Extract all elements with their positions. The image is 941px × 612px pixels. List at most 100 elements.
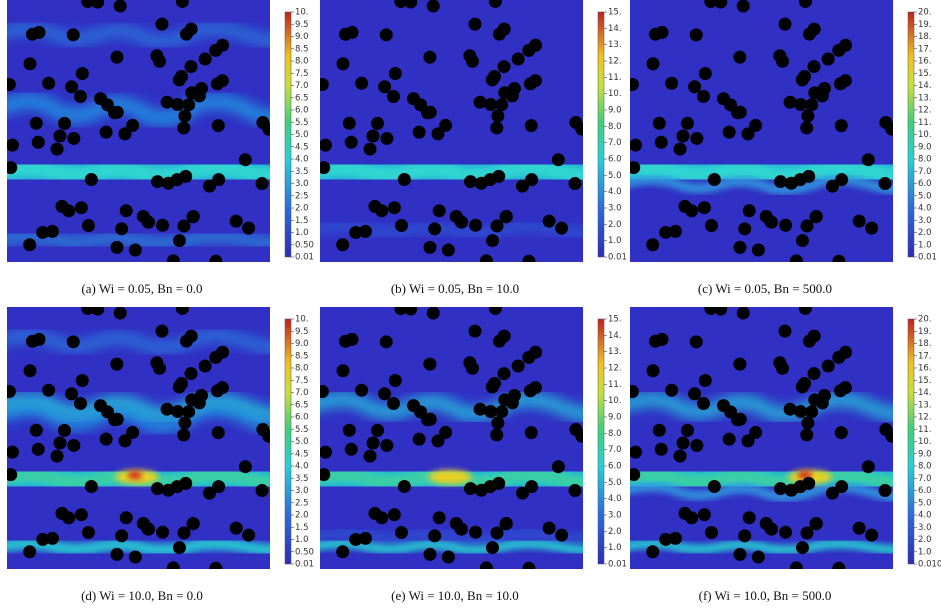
obstacle bbox=[865, 528, 879, 542]
colorbar-label: 4.0 bbox=[608, 187, 622, 197]
obstacle bbox=[65, 387, 79, 401]
obstacle bbox=[630, 468, 641, 482]
obstacle bbox=[495, 98, 509, 112]
flow-field bbox=[320, 0, 583, 262]
colorbar-label: 7.0 bbox=[608, 138, 622, 148]
obstacle bbox=[431, 434, 445, 448]
obstacle bbox=[156, 218, 170, 232]
colorbar-label: 6.5 bbox=[295, 93, 309, 103]
colorbar-label: 0.50 bbox=[295, 547, 314, 557]
obstacle bbox=[751, 243, 765, 257]
colorbar-label: 3.0 bbox=[918, 523, 932, 533]
obstacle bbox=[685, 204, 699, 218]
flow-band bbox=[7, 329, 270, 354]
obstacle bbox=[91, 0, 105, 9]
obstacle bbox=[773, 482, 787, 496]
obstacle bbox=[805, 405, 819, 419]
obstacle bbox=[363, 142, 377, 156]
obstacle bbox=[320, 161, 331, 175]
colorbar-label: 4.5 bbox=[295, 142, 309, 152]
obstacle bbox=[212, 480, 226, 494]
obstacle bbox=[865, 221, 879, 235]
colorbar-label: 9.5 bbox=[295, 327, 309, 337]
obstacle bbox=[349, 225, 363, 239]
obstacle bbox=[555, 528, 569, 542]
flow-band bbox=[7, 400, 270, 434]
obstacle bbox=[110, 50, 124, 64]
obstacle bbox=[66, 28, 80, 42]
obstacle bbox=[808, 393, 822, 407]
obstacle bbox=[741, 434, 755, 448]
colorbar-label: 3.0 bbox=[608, 511, 622, 521]
obstacle bbox=[485, 234, 499, 248]
obstacle bbox=[73, 89, 87, 103]
colorbar-label: 6.0 bbox=[295, 413, 309, 423]
colorbar-label: 9.0 bbox=[295, 339, 309, 349]
obstacle bbox=[542, 214, 556, 228]
obstacle bbox=[115, 529, 129, 543]
obstacle bbox=[525, 173, 539, 187]
obstacle bbox=[463, 482, 477, 496]
colorbar-label: 0.010 bbox=[918, 560, 941, 570]
obstacle bbox=[238, 460, 252, 474]
obstacle bbox=[84, 479, 98, 493]
obstacle bbox=[751, 550, 765, 564]
obstacle bbox=[773, 356, 787, 370]
obstacle bbox=[428, 222, 442, 236]
obstacle bbox=[50, 142, 64, 156]
flow-band bbox=[630, 392, 893, 421]
obstacle bbox=[179, 334, 193, 348]
obstacle bbox=[659, 225, 673, 239]
obstacle bbox=[798, 69, 812, 83]
flow-band bbox=[630, 468, 893, 490]
caption: (c) Wi = 0.05, Bn = 500.0 bbox=[698, 281, 832, 296]
colorbar-label: 0.01 bbox=[918, 253, 937, 263]
obstacle bbox=[150, 175, 164, 189]
obstacle bbox=[212, 173, 226, 187]
colorbar-label: 10. bbox=[295, 315, 309, 325]
obstacle bbox=[386, 396, 400, 410]
colorbar-label: 3.5 bbox=[295, 167, 309, 177]
obstacle bbox=[202, 179, 216, 193]
obstacle bbox=[184, 367, 198, 381]
obstacle bbox=[155, 324, 169, 338]
colorbar-label: 2.5 bbox=[295, 191, 309, 201]
obstacle bbox=[473, 95, 487, 109]
obstacle bbox=[835, 480, 849, 494]
obstacle bbox=[821, 359, 835, 373]
obstacle bbox=[36, 532, 50, 546]
obstacle bbox=[175, 0, 189, 8]
obstacle bbox=[473, 402, 487, 416]
obstacle bbox=[387, 201, 401, 215]
colorbar-label: 2.0 bbox=[918, 535, 932, 545]
colorbar-label: 8.0 bbox=[918, 155, 932, 165]
hot-spot bbox=[428, 470, 472, 484]
obstacle bbox=[524, 426, 538, 440]
obstacle bbox=[551, 460, 565, 474]
obstacle bbox=[630, 138, 642, 152]
colorbar-label: 7.0 bbox=[918, 167, 932, 177]
obstacle bbox=[795, 234, 809, 248]
colorbar-label: 15. bbox=[918, 376, 932, 386]
obstacle bbox=[42, 383, 56, 397]
colorbar-label: 7.5 bbox=[295, 376, 309, 386]
obstacle bbox=[704, 0, 718, 8]
colorbar-label: 4.0 bbox=[295, 462, 309, 472]
panel: 10. 9.5 9.0 8.5 8.0 7.5 7.0 6.5 6.0 5.5 5.0 4.5 4.0 3… bbox=[7, 307, 314, 603]
obstacle bbox=[885, 122, 893, 136]
flow-band bbox=[630, 482, 893, 502]
obstacle bbox=[336, 57, 350, 71]
obstacle bbox=[490, 428, 504, 442]
obstacle bbox=[515, 179, 529, 193]
obstacle bbox=[498, 393, 512, 407]
obstacle bbox=[355, 76, 369, 90]
colorbar-label: 18. bbox=[918, 339, 932, 349]
colorbar-label: 10. bbox=[295, 8, 309, 18]
obstacle bbox=[439, 118, 453, 132]
flow-band bbox=[630, 161, 893, 183]
obstacle bbox=[736, 307, 750, 320]
flow-field bbox=[630, 0, 893, 262]
obstacle bbox=[210, 384, 224, 398]
obstacle bbox=[32, 332, 46, 346]
